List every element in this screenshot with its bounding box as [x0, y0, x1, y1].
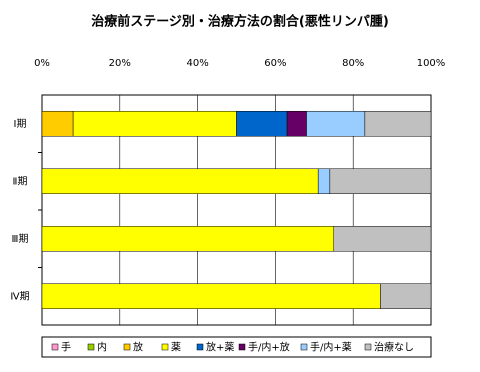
bar-segment [41, 226, 334, 252]
x-tick-label: 80% [342, 58, 364, 69]
legend-label: 手/内+放 [248, 341, 290, 354]
y-tick-label: Ⅲ期 [12, 233, 29, 245]
legend-box [41, 336, 432, 358]
bar-segment [72, 111, 237, 137]
x-tick-label: 100% [417, 58, 446, 69]
x-tick-label: 0% [34, 58, 50, 69]
bar-segment [41, 111, 74, 137]
bar-segment [286, 111, 307, 137]
chart-title: 治療前ステージ別・治療方法の割合(悪性リンパ腫) [91, 14, 389, 30]
legend-swatch [123, 343, 131, 351]
bar-segment [306, 111, 366, 137]
bar-segment [364, 111, 432, 137]
legend-label: 放+薬 [206, 341, 234, 354]
bar-segment [329, 168, 432, 194]
legend-swatch [161, 343, 169, 351]
legend-label: 手 [61, 341, 71, 354]
bar-segment [41, 168, 319, 194]
legend-swatch [300, 343, 308, 351]
bar-segment [41, 283, 381, 309]
y-tick-label: Ⅰ期 [14, 118, 27, 130]
legend-swatch [87, 343, 95, 351]
legend-swatch [51, 343, 59, 351]
x-tick-label: 40% [186, 58, 208, 69]
legend-label: 薬 [171, 342, 181, 354]
bar-segment [236, 111, 288, 137]
bar-segment [333, 226, 432, 252]
legend-label: 放 [133, 341, 143, 354]
y-tick-label: Ⅱ期 [13, 175, 28, 187]
legend-label: 内 [97, 341, 107, 354]
legend-label: 手/内+薬 [310, 341, 352, 354]
x-tick-label: 20% [109, 58, 131, 69]
y-tick-label: Ⅳ期 [10, 290, 29, 302]
legend-swatch [238, 343, 246, 351]
x-tick-label: 60% [264, 58, 286, 69]
legend-swatch [364, 343, 372, 351]
legend-label: 治療なし [374, 341, 414, 354]
bar-segment [317, 168, 331, 194]
legend-swatch [196, 343, 204, 351]
bar-segment [380, 283, 432, 309]
